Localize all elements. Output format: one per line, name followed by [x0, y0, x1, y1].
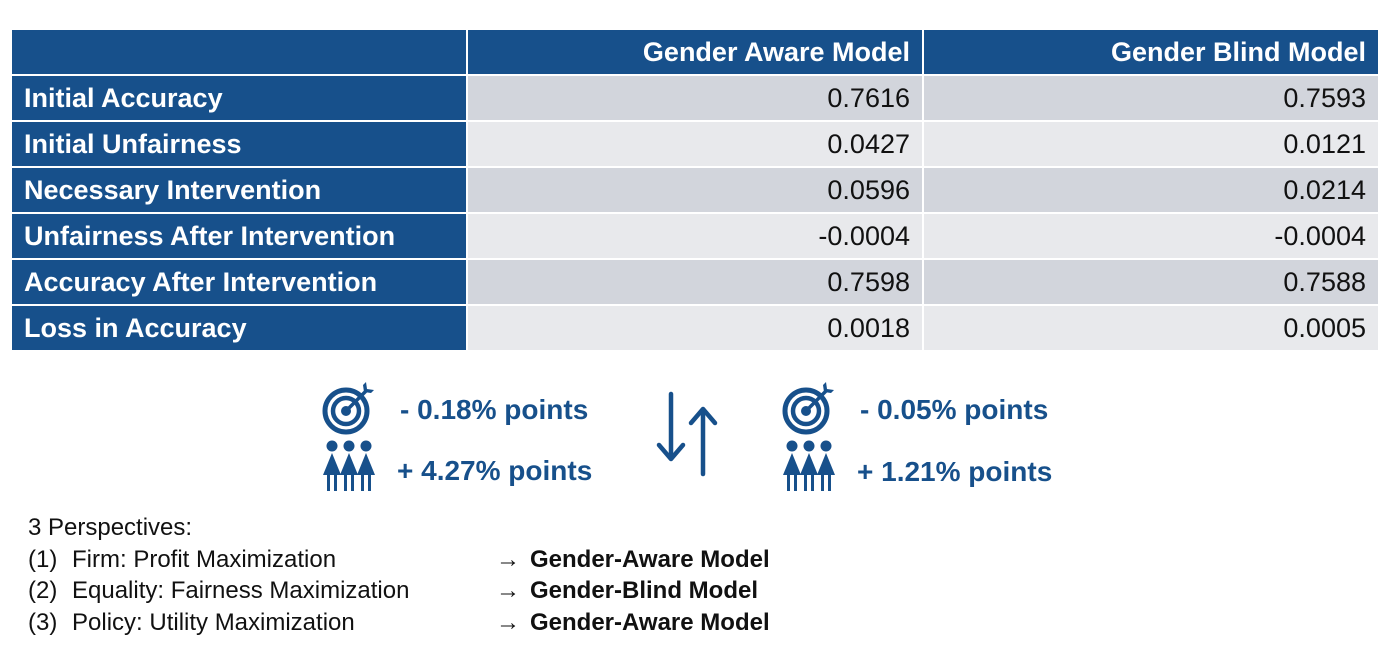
- aware-fairness-change: + 4.27% points: [397, 455, 593, 486]
- cell-necessary-intervention-blind: 0.0214: [922, 166, 1380, 214]
- cell-loss-in-accuracy-aware: 0.0018: [466, 304, 924, 352]
- perspective-number: (1): [28, 545, 58, 573]
- cell-initial-accuracy-aware: 0.7616: [466, 74, 924, 122]
- table-row: Initial Unfairness 0.0427 0.0121: [10, 120, 1380, 168]
- results-table: Gender Aware Model Gender Blind Model In…: [10, 28, 1380, 352]
- arrow-right-icon: →: [496, 577, 520, 604]
- cell-initial-unfairness-blind: 0.0121: [922, 120, 1380, 168]
- perspective-label: Firm: Profit Maximization: [72, 545, 337, 573]
- blind-accuracy-change: - 0.05% points: [860, 394, 1049, 425]
- perspective-label: Equality: Fairness Maximization: [72, 577, 410, 604]
- cell-initial-unfairness-aware: 0.0427: [466, 120, 924, 168]
- perspective-result: Gender-Aware Model: [530, 545, 770, 573]
- cell-accuracy-after-blind: 0.7588: [922, 258, 1380, 306]
- swap-arrows-icon: [656, 391, 718, 477]
- row-header-accuracy-after-intervention: Accuracy After Intervention: [10, 258, 468, 306]
- row-header-initial-unfairness: Initial Unfairness: [10, 120, 468, 168]
- column-header-gender-blind: Gender Blind Model: [922, 28, 1380, 76]
- cell-accuracy-after-aware: 0.7598: [466, 258, 924, 306]
- cell-unfairness-after-blind: -0.0004: [922, 212, 1380, 260]
- arrow-right-icon: →: [496, 608, 520, 636]
- row-header-necessary-intervention: Necessary Intervention: [10, 166, 468, 214]
- perspective-label: Policy: Utility Maximization: [72, 608, 355, 636]
- target-icon: [782, 382, 834, 435]
- table-row: Unfairness After Intervention -0.0004 -0…: [10, 212, 1380, 260]
- people-group-icon: [323, 440, 375, 491]
- table-row: Necessary Intervention 0.0596 0.0214: [10, 166, 1380, 214]
- aware-accuracy-change: - 0.18% points: [400, 394, 589, 425]
- column-header-gender-aware: Gender Aware Model: [466, 28, 924, 76]
- perspectives-list: 3 Perspectives: (1) Firm: Profit Maximiz…: [28, 512, 770, 638]
- blind-fairness-change: + 1.21% points: [857, 456, 1053, 487]
- table-header-row: Gender Aware Model Gender Blind Model: [10, 28, 1380, 76]
- list-item: (3) Policy: Utility Maximization → Gende…: [28, 607, 770, 639]
- row-header-loss-in-accuracy: Loss in Accuracy: [10, 304, 468, 352]
- cell-necessary-intervention-aware: 0.0596: [466, 166, 924, 214]
- cell-initial-accuracy-blind: 0.7593: [922, 74, 1380, 122]
- perspective-number: (3): [28, 608, 58, 636]
- table-corner-cell: [10, 28, 468, 76]
- perspective-result: Gender-Aware Model: [530, 608, 770, 636]
- perspective-result: Gender-Blind Model: [530, 577, 758, 604]
- arrow-right-icon: →: [496, 545, 520, 573]
- perspectives-title: 3 Perspectives:: [28, 514, 193, 541]
- perspective-number: (2): [28, 577, 58, 604]
- row-header-unfairness-after-intervention: Unfairness After Intervention: [10, 212, 468, 260]
- table-row: Loss in Accuracy 0.0018 0.0005: [10, 304, 1380, 352]
- row-header-initial-accuracy: Initial Accuracy: [10, 74, 468, 122]
- table-row: Initial Accuracy 0.7616 0.7593: [10, 74, 1380, 122]
- cell-loss-in-accuracy-blind: 0.0005: [922, 304, 1380, 352]
- people-group-icon: [783, 440, 835, 491]
- cell-unfairness-after-aware: -0.0004: [466, 212, 924, 260]
- list-item: (2) Equality: Fairness Maximization → Ge…: [28, 575, 770, 607]
- table-row: Accuracy After Intervention 0.7598 0.758…: [10, 258, 1380, 306]
- target-icon: [322, 382, 374, 435]
- list-item: (1) Firm: Profit Maximization → Gender-A…: [28, 544, 770, 576]
